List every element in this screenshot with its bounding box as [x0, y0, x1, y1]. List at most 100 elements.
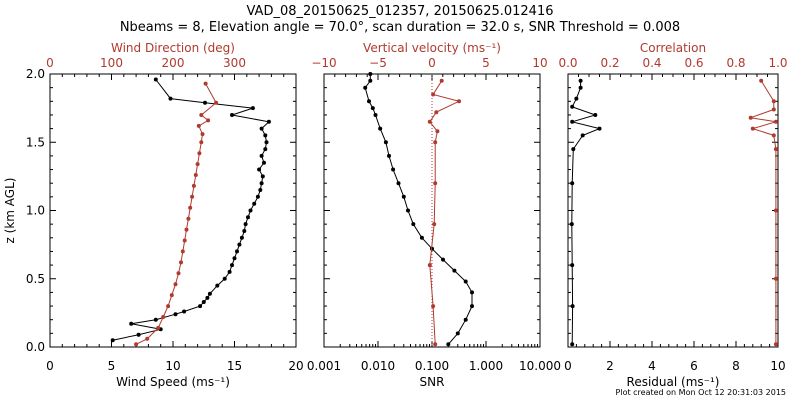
data-point-bottom	[391, 167, 396, 172]
data-point-bottom	[248, 208, 253, 213]
data-point-bottom	[222, 276, 227, 281]
data-point-top	[434, 110, 439, 115]
data-point-top	[433, 140, 438, 145]
top-axis-label: Wind Direction (deg)	[111, 41, 235, 55]
data-point-top	[179, 260, 183, 265]
data-point-top	[180, 249, 185, 254]
data-point-bottom	[463, 279, 468, 284]
bottom-tick-label: 5	[108, 359, 116, 373]
series-line-bottom	[112, 79, 270, 341]
data-point-bottom	[232, 256, 237, 261]
data-point-bottom	[250, 106, 255, 111]
data-point-top	[199, 140, 204, 145]
data-point-top	[427, 119, 432, 124]
data-point-bottom	[574, 96, 579, 101]
bottom-tick-label: 10	[770, 359, 785, 373]
data-point-bottom	[198, 304, 203, 309]
data-point-bottom	[243, 222, 248, 227]
data-point-top	[197, 151, 202, 156]
data-point-top	[203, 81, 208, 86]
data-point-bottom	[239, 235, 244, 240]
data-point-bottom	[406, 208, 410, 213]
data-point-top	[427, 263, 432, 268]
top-tick-label: 5	[482, 56, 490, 70]
data-point-top	[195, 162, 200, 167]
data-point-top	[190, 194, 195, 199]
data-point-bottom	[237, 242, 242, 247]
series-line-top	[750, 80, 777, 345]
data-point-bottom	[578, 85, 583, 90]
bottom-tick-label: 4	[648, 359, 656, 373]
data-point-bottom	[373, 113, 378, 117]
bottom-axis-label: SNR	[420, 375, 445, 389]
data-point-bottom	[129, 321, 134, 326]
data-point-top	[771, 99, 776, 104]
data-point-bottom	[363, 85, 368, 90]
data-point-bottom	[242, 229, 247, 233]
bottom-tick-label: 1.000	[469, 359, 503, 373]
data-point-bottom	[570, 104, 575, 109]
data-point-top	[435, 129, 440, 134]
data-point-top	[188, 205, 193, 210]
data-point-top	[186, 216, 191, 221]
data-point-bottom	[368, 72, 373, 76]
top-tick-label: 0.4	[642, 56, 661, 70]
top-tick-label: 0.6	[684, 56, 703, 70]
top-tick-label: 1.0	[768, 56, 787, 70]
data-point-bottom	[262, 160, 266, 165]
data-point-top	[169, 293, 174, 298]
top-tick-label: 10	[532, 56, 547, 70]
bottom-tick-label: 2	[606, 359, 614, 373]
data-point-bottom	[570, 304, 575, 309]
data-point-bottom	[266, 119, 271, 124]
data-point-bottom	[259, 126, 264, 131]
data-point-bottom	[378, 126, 383, 131]
data-point-top	[166, 304, 171, 309]
data-point-bottom	[446, 342, 451, 347]
data-point-bottom	[205, 295, 210, 300]
data-point-bottom	[441, 257, 445, 262]
data-point-bottom	[207, 291, 212, 296]
data-point-bottom	[578, 78, 583, 83]
data-point-bottom	[263, 133, 268, 138]
series-line-top	[429, 80, 461, 345]
data-point-bottom	[370, 106, 375, 111]
data-point-top	[191, 183, 196, 188]
data-point-top	[433, 342, 438, 347]
top-tick-label: 100	[100, 56, 123, 70]
data-point-bottom	[383, 140, 388, 145]
data-point-top	[431, 304, 436, 309]
data-point-bottom	[168, 96, 173, 101]
data-point-top	[193, 173, 198, 177]
data-point-bottom	[367, 99, 371, 104]
top-tick-label: −5	[369, 56, 387, 70]
data-point-bottom	[136, 332, 141, 337]
data-point-bottom	[260, 174, 265, 179]
data-point-top	[206, 118, 211, 123]
data-point-top	[182, 238, 187, 243]
data-point-top	[214, 100, 219, 105]
data-point-bottom	[227, 269, 232, 274]
bottom-tick-label: 8	[732, 359, 740, 373]
series-line-bottom	[570, 80, 602, 345]
series-line-top	[135, 83, 217, 345]
data-point-bottom	[230, 113, 234, 117]
data-point-top	[748, 115, 753, 120]
data-point-bottom	[230, 263, 234, 268]
top-axis-label: Vertical velocity (ms⁻¹)	[363, 41, 501, 55]
data-point-bottom	[570, 119, 575, 124]
data-point-top	[439, 78, 444, 83]
data-point-top	[773, 342, 778, 347]
bottom-tick-label: 20	[288, 359, 303, 373]
bottom-tick-label: 0.001	[307, 359, 341, 373]
bottom-tick-label: 0	[46, 359, 54, 373]
data-point-bottom	[452, 268, 457, 273]
series-line-bottom	[364, 74, 473, 345]
panel-residual: 0 2 4 6 8 10 Residual (ms⁻¹) 0.0 0.2 0.4 0.6 0.8 1.0…	[558, 41, 787, 389]
panel-snr: 0.001 0.010 0.100 1.000 10.000 SNR −10 −5 0 5 10 Ve…	[307, 41, 561, 389]
data-point-bottom	[153, 317, 158, 322]
chart-title-line1: VAD_08_20150625_012357, 20150625.012416	[246, 4, 554, 19]
data-point-bottom	[580, 133, 585, 138]
top-tick-label: 300	[223, 56, 246, 70]
